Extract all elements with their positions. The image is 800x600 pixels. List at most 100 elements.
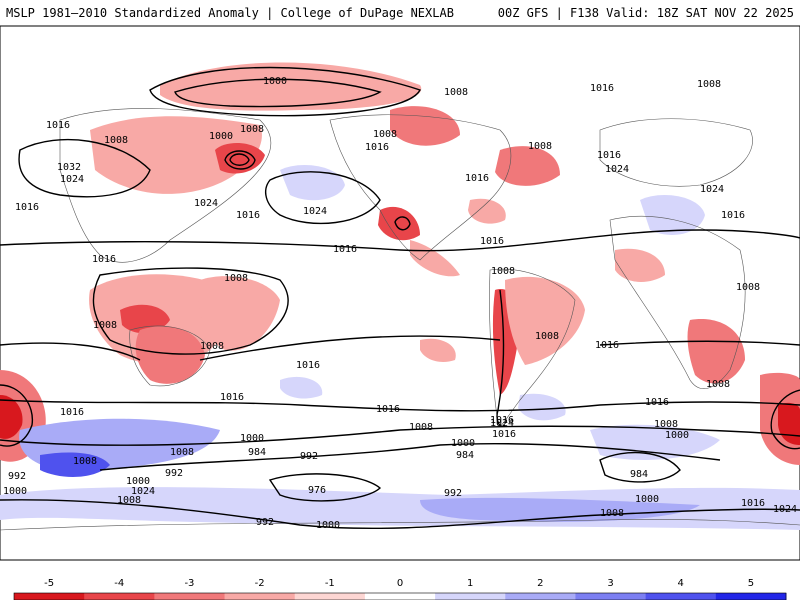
isobar-label: 1000 xyxy=(240,433,264,444)
isobar-label: 1016 xyxy=(645,397,669,408)
isobar-label: 1016 xyxy=(492,429,516,440)
isobar-label: 1024 xyxy=(490,418,514,429)
colorbar-tick-label: 0 xyxy=(397,578,403,589)
isobar-label: 1000 xyxy=(209,131,233,142)
map-title: MSLP 1981–2010 Standardized Anomaly | Co… xyxy=(6,6,454,20)
colorbar-tick-label: 3 xyxy=(607,578,613,589)
isobar-label: 992 xyxy=(256,517,274,528)
anomaly-greenland-low xyxy=(390,106,460,146)
isobar-label: 992 xyxy=(300,451,318,462)
colorbar-swatch xyxy=(715,593,787,600)
isobar-label: 1008 xyxy=(200,341,224,352)
isobar-aleutian-outer xyxy=(149,66,421,117)
isobar-andes-trough xyxy=(496,289,506,427)
isobar-siberia-low xyxy=(224,150,256,170)
isobar-label: 1008 xyxy=(170,447,194,458)
model-run-info: 00Z GFS | F138 Valid: 18Z SAT NOV 22 202… xyxy=(497,6,794,20)
isobar-label: 1016 xyxy=(92,254,116,265)
isobar-label: 1016 xyxy=(15,202,39,213)
isobar-label: 1008 xyxy=(117,495,141,506)
isobar-label: 1016 xyxy=(236,210,260,221)
isobar-1008-tropics xyxy=(92,267,289,355)
isobar-label: 992 xyxy=(8,471,26,482)
isobar-label: 984 xyxy=(630,469,648,480)
isobar-label: 1008 xyxy=(736,282,760,293)
anomaly-west-us xyxy=(378,206,420,241)
isobar-label: 1016 xyxy=(296,360,320,371)
colorbar-tick-label: -3 xyxy=(184,578,194,589)
anomaly-southern-ocean-core xyxy=(40,452,110,477)
isobar-label: 1016 xyxy=(333,244,357,255)
isobar-984-low xyxy=(599,451,681,483)
isobar-label: 1000 xyxy=(665,430,689,441)
isobar-siberia-low-2 xyxy=(229,153,250,166)
anomaly-australia xyxy=(135,326,205,384)
colorbar-tick-label: 5 xyxy=(748,578,754,589)
colorbar-swatch xyxy=(84,593,155,600)
colorbar-swatch xyxy=(154,593,226,600)
isobar-label: 984 xyxy=(456,450,474,461)
isobar-label: 1016 xyxy=(721,210,745,221)
isobar-label: 1024 xyxy=(605,164,629,175)
isobar-label: 1016 xyxy=(490,415,514,426)
isobar-mexico-low xyxy=(394,216,411,231)
isobar-label: 1016 xyxy=(376,404,400,415)
isobar-label: 1008 xyxy=(224,273,248,284)
colorbar-swatch xyxy=(575,593,647,600)
isobar-label: 1032 xyxy=(57,162,81,173)
isobar-label: 1008 xyxy=(444,87,468,98)
coast-europe xyxy=(599,118,753,187)
coast-asia xyxy=(59,108,272,263)
anomaly-southern-africa xyxy=(687,319,745,384)
colorbar-tick-label: -4 xyxy=(114,578,124,589)
colorbar-tick-label: 1 xyxy=(467,578,473,589)
colorbar-tick-label: -2 xyxy=(255,578,265,589)
anomaly-north-africa xyxy=(615,248,665,282)
isobar-label: 1016 xyxy=(480,236,504,247)
isobar-1016-south xyxy=(0,335,800,361)
coastlines xyxy=(0,108,800,531)
colorbar-swatch xyxy=(645,593,717,600)
isobar-label: 1016 xyxy=(595,340,619,351)
isobar-label: 1008 xyxy=(373,129,397,140)
isobar-label: 1024 xyxy=(60,174,84,185)
colorbar-tick-label: -1 xyxy=(325,578,335,589)
anomaly-west-pacific xyxy=(198,276,280,351)
isobar-north-pacific-high xyxy=(264,171,381,225)
colorbar-tick-label: 2 xyxy=(537,578,543,589)
anomaly-antarctic-band xyxy=(420,497,700,522)
anomaly-mexico xyxy=(410,240,460,277)
isobar-1000-southern xyxy=(99,442,721,471)
isobar-label: 1024 xyxy=(773,504,797,515)
anomaly-south-pacific xyxy=(420,338,456,362)
anomaly-south-america xyxy=(505,276,585,365)
isobar-west-edge-high xyxy=(0,384,34,447)
colorbar-swatch xyxy=(505,593,576,600)
isobar-label: 976 xyxy=(308,485,326,496)
isobar-label: 1000 xyxy=(451,438,475,449)
isobar-1008-southern xyxy=(0,425,800,446)
isobar-label: 1000 xyxy=(635,494,659,505)
isobars xyxy=(0,66,800,530)
anomaly-east-south-ocean xyxy=(590,424,720,460)
colorbar-swatch xyxy=(435,593,506,600)
isobar-aleutian-inner xyxy=(174,78,382,108)
anomaly-north-asia xyxy=(90,116,262,194)
coast-australia xyxy=(129,325,211,387)
isobar-label: 1008 xyxy=(104,135,128,146)
isobar-1016-tropics xyxy=(0,229,800,252)
isobar-label: 1000 xyxy=(263,76,287,87)
isobar-label: 1024 xyxy=(303,206,327,217)
anomaly-south-atlantic xyxy=(518,393,566,421)
isobar-label: 1016 xyxy=(741,498,765,509)
isobar-label: 1016 xyxy=(590,83,614,94)
isobar-976-low xyxy=(268,473,382,502)
isobar-label: 992 xyxy=(444,488,462,499)
isobar-labels: 1000 1008 1016 1008 1016 1008 1000 1008 … xyxy=(3,76,797,531)
colorbar: -5 -4 -3 -2 -1 0 1 2 3 4 5 xyxy=(13,578,787,600)
isobar-label: 1016 xyxy=(60,407,84,418)
isobar-label: 1024 xyxy=(194,198,218,209)
colorbar-tick-label: -5 xyxy=(44,578,54,589)
isobar-label: 1016 xyxy=(465,173,489,184)
